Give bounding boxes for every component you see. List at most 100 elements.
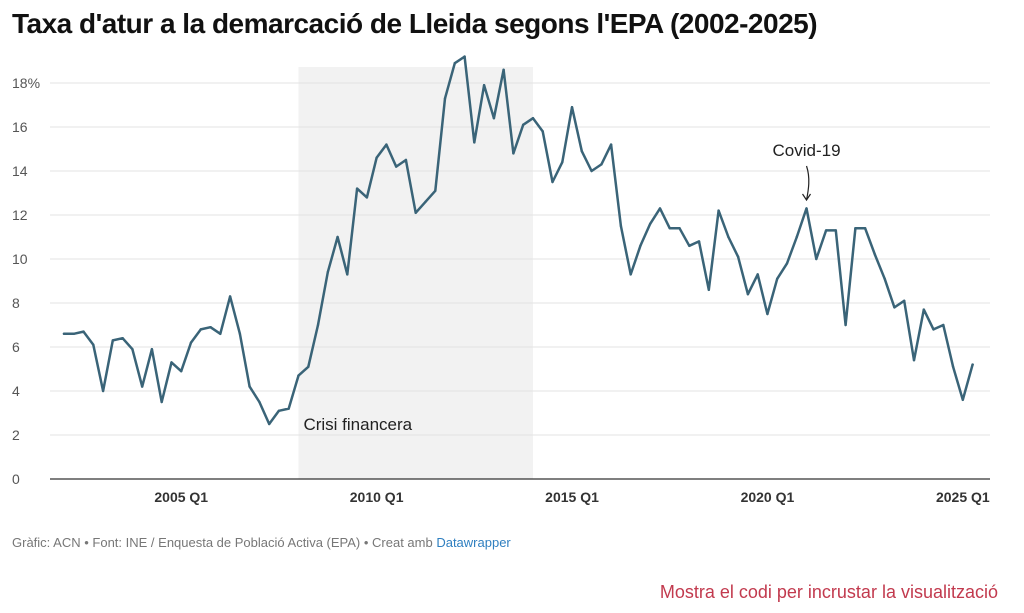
data-point <box>893 306 896 309</box>
data-point <box>199 328 202 331</box>
covid-annotation: Covid-19 <box>772 141 840 160</box>
x-tick-label: 2010 Q1 <box>350 489 404 505</box>
y-tick-label: 12 <box>12 207 28 223</box>
x-tick-label: 2020 Q1 <box>741 489 795 505</box>
data-point <box>326 271 329 274</box>
y-gridlines <box>50 82 990 480</box>
y-tick-label: 16 <box>12 119 28 135</box>
data-point <box>92 343 95 346</box>
chart-title: Taxa d'atur a la demarcació de Lleida se… <box>12 8 818 39</box>
data-point <box>697 240 701 243</box>
data-point <box>404 158 408 162</box>
data-point <box>854 227 857 230</box>
data-point <box>863 227 867 230</box>
data-point <box>668 227 671 230</box>
data-point <box>394 165 398 168</box>
data-point <box>453 62 456 65</box>
data-point <box>756 273 759 276</box>
data-point <box>414 211 417 214</box>
x-tick-labels: 2005 Q1 2010 Q1 2015 Q1 2020 Q1 2025 Q1 <box>154 489 990 505</box>
data-point <box>424 200 427 203</box>
data-point <box>248 385 251 388</box>
data-point <box>316 323 320 327</box>
data-point <box>375 156 378 159</box>
data-point <box>521 123 525 127</box>
y-tick-label: 0 <box>12 471 20 487</box>
data-point <box>434 189 437 192</box>
data-point <box>746 293 750 296</box>
y-tick-label: 10 <box>12 251 28 267</box>
data-point <box>629 273 632 276</box>
data-point <box>463 55 466 58</box>
data-point <box>619 224 623 228</box>
data-point <box>561 161 564 164</box>
footer-source: Gràfic: ACN • Font: INE / Enquesta de Po… <box>12 535 437 550</box>
data-point <box>541 130 544 133</box>
data-point <box>883 277 886 280</box>
data-point <box>785 262 789 265</box>
data-point <box>844 323 847 327</box>
data-point <box>707 288 711 291</box>
data-point <box>795 235 798 239</box>
x-tick-label: 2015 Q1 <box>545 489 599 505</box>
crisis-label: Crisi financera <box>303 415 412 434</box>
series-line <box>62 55 974 426</box>
data-point <box>834 229 838 232</box>
data-point <box>922 308 925 311</box>
data-point <box>62 332 66 335</box>
data-point <box>649 222 652 225</box>
data-point <box>815 257 818 261</box>
data-point <box>805 207 808 210</box>
chart-footer: Gràfic: ACN • Font: INE / Enquesta de Po… <box>12 535 511 550</box>
data-point <box>443 97 447 100</box>
y-tick-label: 18% <box>12 75 40 91</box>
y-tick-label: 4 <box>12 383 20 399</box>
data-point <box>658 207 662 210</box>
y-tick-labels: 0 2 4 6 8 10 12 14 16 18% <box>12 75 40 487</box>
data-point <box>766 312 769 316</box>
y-tick-label: 2 <box>12 427 20 443</box>
datawrapper-link[interactable]: Datawrapper <box>436 535 511 550</box>
data-point <box>189 341 193 344</box>
data-point <box>101 389 105 393</box>
data-point <box>111 339 115 342</box>
data-point <box>639 244 642 247</box>
y-tick-label: 14 <box>12 163 28 179</box>
data-point <box>531 117 535 120</box>
data-point <box>688 244 691 247</box>
data-point <box>502 68 505 72</box>
data-points <box>62 55 974 426</box>
data-point <box>82 330 85 333</box>
data-point <box>473 141 476 144</box>
data-point <box>512 152 515 155</box>
data-point <box>776 277 779 280</box>
data-point <box>600 163 603 166</box>
y-tick-label: 6 <box>12 339 20 355</box>
data-point <box>365 196 369 199</box>
data-point <box>160 400 163 404</box>
x-tick-label: 2005 Q1 <box>154 489 208 505</box>
data-point <box>267 422 271 426</box>
data-point <box>131 348 134 351</box>
data-point <box>228 295 232 298</box>
data-point <box>951 365 955 368</box>
data-point <box>942 323 945 327</box>
data-point <box>932 328 935 331</box>
data-point <box>482 84 486 87</box>
y-tick-label: 8 <box>12 295 20 311</box>
data-point <box>492 117 496 120</box>
covid-arrow-icon <box>802 165 812 202</box>
embed-code-link[interactable]: Mostra el codi per incrustar la visualit… <box>659 582 998 602</box>
data-point <box>590 169 593 173</box>
data-point <box>287 407 290 410</box>
crisis-shaded-region <box>298 67 533 479</box>
data-point <box>717 209 720 212</box>
data-point <box>873 253 877 256</box>
data-point <box>307 365 310 368</box>
data-point <box>277 409 281 412</box>
data-point <box>238 332 242 335</box>
data-point <box>219 332 222 335</box>
x-tick-label: 2025 Q1 <box>936 489 990 505</box>
data-point <box>580 150 584 153</box>
